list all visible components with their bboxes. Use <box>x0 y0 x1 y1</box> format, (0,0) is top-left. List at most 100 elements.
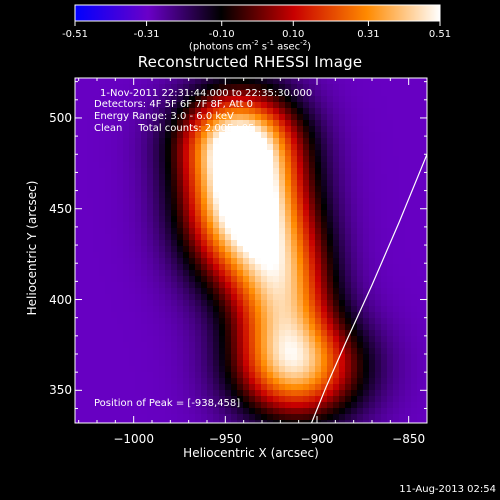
heatmap-cell <box>159 120 166 127</box>
heatmap-cell <box>129 414 136 421</box>
heatmap-cell <box>189 402 196 409</box>
heatmap-cell <box>111 348 118 355</box>
heatmap-cell <box>147 354 154 361</box>
heatmap-cell <box>255 420 262 424</box>
heatmap-cell <box>309 120 316 127</box>
heatmap-cell <box>201 390 208 397</box>
heatmap-cell <box>387 132 394 139</box>
heatmap-cell <box>345 294 352 301</box>
heatmap-cell <box>129 420 136 424</box>
heatmap-cell <box>195 102 202 109</box>
heatmap-cell <box>381 342 388 349</box>
heatmap-cell <box>381 210 388 217</box>
heatmap-cell <box>345 228 352 235</box>
heatmap-cell <box>237 132 244 139</box>
heatmap-cell <box>87 84 94 91</box>
heatmap-cell <box>195 420 202 424</box>
heatmap-cell <box>423 252 428 259</box>
heatmap-cell <box>117 204 124 211</box>
heatmap-cell <box>327 186 334 193</box>
heatmap-cell <box>147 84 154 91</box>
heatmap-cell <box>249 258 256 265</box>
heatmap-cell <box>135 192 142 199</box>
heatmap-cell <box>369 414 376 421</box>
heatmap-cell <box>423 84 428 91</box>
heatmap-cell <box>147 192 154 199</box>
heatmap-cell <box>327 396 334 403</box>
timestamp: 11-Aug-2013 02:54 <box>399 484 496 495</box>
heatmap-cell <box>129 342 136 349</box>
heatmap-cell <box>279 78 286 85</box>
heatmap-cell <box>417 378 424 385</box>
heatmap-cell <box>309 348 316 355</box>
heatmap-cell <box>423 366 428 373</box>
heatmap-cell <box>357 192 364 199</box>
heatmap-cell <box>165 354 172 361</box>
heatmap-cell <box>171 276 178 283</box>
heatmap-cell <box>273 114 280 121</box>
heatmap-cell <box>249 186 256 193</box>
heatmap-cell <box>213 210 220 217</box>
heatmap-cell <box>375 240 382 247</box>
heatmap-cell <box>123 186 130 193</box>
heatmap-cell <box>309 84 316 91</box>
heatmap-cell <box>213 276 220 283</box>
heatmap-cell <box>93 126 100 133</box>
heatmap-cell <box>267 240 274 247</box>
heatmap-cell <box>279 324 286 331</box>
heatmap-cell <box>159 276 166 283</box>
heatmap-cell <box>375 318 382 325</box>
heatmap-cell <box>285 228 292 235</box>
heatmap-cell <box>297 396 304 403</box>
heatmap-cell <box>285 246 292 253</box>
heatmap-cell <box>129 378 136 385</box>
heatmap-cell <box>399 396 406 403</box>
heatmap-cell <box>315 150 322 157</box>
heatmap-cell <box>141 210 148 217</box>
heatmap-cell <box>111 420 118 424</box>
heatmap-cell <box>189 186 196 193</box>
heatmap-cell <box>81 258 88 265</box>
heatmap-cell <box>231 414 238 421</box>
heatmap-cell <box>129 96 136 103</box>
heatmap-cell <box>225 228 232 235</box>
heatmap-cell <box>279 318 286 325</box>
heatmap-cell <box>279 132 286 139</box>
heatmap-cell <box>393 318 400 325</box>
heatmap-cell <box>87 228 94 235</box>
heatmap-cell <box>303 282 310 289</box>
heatmap-cell <box>375 258 382 265</box>
heatmap-cell <box>279 198 286 205</box>
heatmap-cell <box>279 276 286 283</box>
heatmap-cell <box>357 156 364 163</box>
heatmap-cell <box>111 120 118 127</box>
heatmap-cell <box>345 240 352 247</box>
heatmap-cell <box>105 276 112 283</box>
heatmap-cell <box>213 408 220 415</box>
heatmap-cell <box>75 270 82 277</box>
heatmap-cell <box>177 372 184 379</box>
heatmap-cell <box>321 186 328 193</box>
heatmap-cell <box>171 150 178 157</box>
heatmap-cell <box>321 396 328 403</box>
heatmap-cell <box>297 360 304 367</box>
heatmap-cell <box>369 90 376 97</box>
heatmap-cell <box>423 234 428 241</box>
heatmap-cell <box>123 420 130 424</box>
heatmap-cell <box>81 384 88 391</box>
heatmap-cell <box>393 354 400 361</box>
heatmap-cell <box>105 234 112 241</box>
heatmap-cell <box>159 216 166 223</box>
heatmap-cell <box>393 174 400 181</box>
heatmap-cell <box>159 354 166 361</box>
heatmap-cell <box>171 204 178 211</box>
heatmap-cell <box>249 324 256 331</box>
heatmap-cell <box>315 84 322 91</box>
plot-frame <box>74 77 428 424</box>
heatmap-cell <box>339 336 346 343</box>
heatmap-cell <box>405 96 412 103</box>
heatmap-cell <box>243 408 250 415</box>
heatmap-cell <box>315 78 322 85</box>
heatmap-cell <box>285 174 292 181</box>
heatmap-cell <box>363 90 370 97</box>
